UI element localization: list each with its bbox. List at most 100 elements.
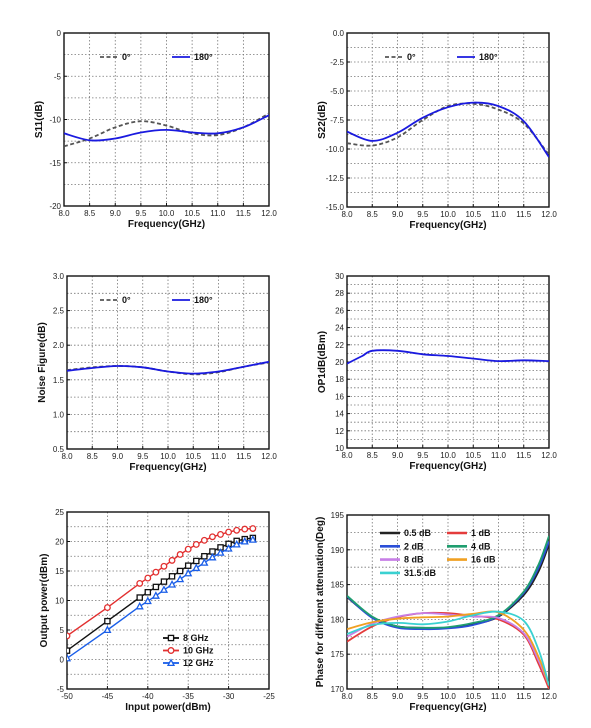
series-marker <box>67 653 72 662</box>
x-axis-label: Frequency(GHz) <box>409 461 486 472</box>
x-tick-label: 11.0 <box>491 451 507 460</box>
series-line-1 <box>347 611 549 689</box>
series-marker <box>135 601 144 610</box>
y-tick-label: 14 <box>335 410 344 419</box>
x-tick-label: 11.0 <box>210 209 226 218</box>
grid-lines <box>347 276 549 448</box>
series-marker <box>184 545 192 553</box>
x-tick-label: 8.5 <box>84 209 96 218</box>
x-axis-label: Input power(dBm) <box>125 702 211 713</box>
series-marker <box>200 558 209 566</box>
x-tick-label: 11.0 <box>211 452 227 461</box>
x-tick-label: 10.5 <box>184 209 200 218</box>
series-marker <box>184 562 192 569</box>
series-group <box>347 101 549 158</box>
x-tick-label: -35 <box>182 692 194 701</box>
y-tick-label: -15 <box>49 159 61 168</box>
legend: 0° 180° <box>385 52 498 62</box>
series-group <box>67 360 269 376</box>
x-tick-label: 11.5 <box>516 210 532 219</box>
legend-label: 0° <box>407 52 416 62</box>
legend-label: 0° <box>122 52 131 62</box>
legend-label: 10 GHz <box>183 646 214 656</box>
x-axis-label: Frequency(GHz) <box>409 702 486 713</box>
y-tick-label: -12.5 <box>326 174 345 183</box>
x-tick-label: 10.5 <box>465 210 481 219</box>
series-marker <box>217 530 224 538</box>
series-line-0 <box>347 102 549 156</box>
series-group <box>347 349 549 365</box>
y-tick-label: 190 <box>331 546 345 555</box>
series-group <box>347 535 549 689</box>
series-marker <box>67 647 71 654</box>
y-tick-label: -5.0 <box>330 87 344 96</box>
series-line-0 <box>347 349 549 365</box>
series-marker <box>160 562 168 570</box>
legend-label: 8 GHz <box>183 633 209 643</box>
series-marker <box>136 594 143 601</box>
legend-label: 2 dB <box>404 541 424 551</box>
series-marker <box>208 552 217 561</box>
series-marker <box>216 548 225 556</box>
y-tick-label: -7.5 <box>330 116 344 125</box>
legend-label: 8 dB <box>404 555 424 565</box>
y-tick-label: 0 <box>60 656 65 665</box>
series-line-1 <box>67 360 269 375</box>
legend-label: 1 dB <box>471 528 491 538</box>
x-tick-label: 9.0 <box>392 210 404 219</box>
y-tick-label: -10.0 <box>326 145 345 154</box>
legend-label: 0.5 dB <box>404 528 432 538</box>
series-marker <box>143 596 152 605</box>
y-tick-label: 175 <box>331 650 345 659</box>
series-marker <box>200 536 208 544</box>
y-axis-label: S22(dB) <box>317 101 328 139</box>
y-tick-label: 20 <box>335 358 344 367</box>
y-tick-label: 30 <box>335 272 344 281</box>
legend-label: 180° <box>194 52 213 62</box>
y-tick-label: 5 <box>60 626 65 635</box>
series-marker <box>166 658 176 667</box>
x-tick-label: -30 <box>223 692 235 701</box>
series-marker <box>193 557 200 565</box>
legend-label: 180° <box>479 52 498 62</box>
chart-op1db: 8.0 8.5 9.0 9.5 10.0 10.5 11.0 11.5 12.0 10 12 14 16… <box>317 272 557 472</box>
grid-lines <box>64 33 269 206</box>
y-tick-label: 195 <box>331 511 345 520</box>
series-marker <box>103 604 111 612</box>
chart-phase: 8.0 8.5 9.0 9.5 10.0 10.5 11.0 11.5 12.0 170 175 18… <box>315 511 557 713</box>
series-marker <box>176 567 184 575</box>
x-tick-label: 11.0 <box>491 210 507 219</box>
y-tick-label: 10 <box>335 444 344 453</box>
series-marker <box>160 578 168 585</box>
x-tick-label: 9.5 <box>417 692 429 701</box>
x-axis-label: Frequency(GHz) <box>409 220 486 231</box>
y-tick-label: -5 <box>57 685 65 694</box>
y-tick-label: 12 <box>335 427 344 436</box>
grid-lines <box>347 515 549 689</box>
y-axis-label: S11(dB) <box>34 101 45 138</box>
series-marker <box>248 535 257 543</box>
series-marker <box>159 585 169 593</box>
chart-s11: 8.0 8.5 9.0 9.5 10.0 10.5 11.0 11.5 12.0 -20 -15 -1… <box>34 29 277 230</box>
x-tick-label: -45 <box>102 692 114 701</box>
grid-lines <box>347 33 549 207</box>
legend-label: 16 dB <box>471 555 496 565</box>
y-tick-label: 0 <box>57 29 62 38</box>
x-tick-label: 9.5 <box>137 452 149 461</box>
series-marker <box>224 544 233 552</box>
y-tick-label: -10 <box>49 116 61 125</box>
series-marker <box>176 551 184 558</box>
series-line-6 <box>347 610 549 686</box>
x-tick-label: 12.0 <box>541 692 557 701</box>
y-tick-label: 1.5 <box>53 376 65 385</box>
y-tick-label: 3.0 <box>53 272 65 281</box>
series-marker <box>167 647 175 654</box>
y-tick-label: 185 <box>331 581 345 590</box>
series-group <box>67 525 257 662</box>
x-tick-label: 11.5 <box>516 692 532 701</box>
x-tick-label: 9.0 <box>112 452 124 461</box>
x-tick-label: 10.0 <box>440 692 456 701</box>
series-marker <box>136 579 144 587</box>
